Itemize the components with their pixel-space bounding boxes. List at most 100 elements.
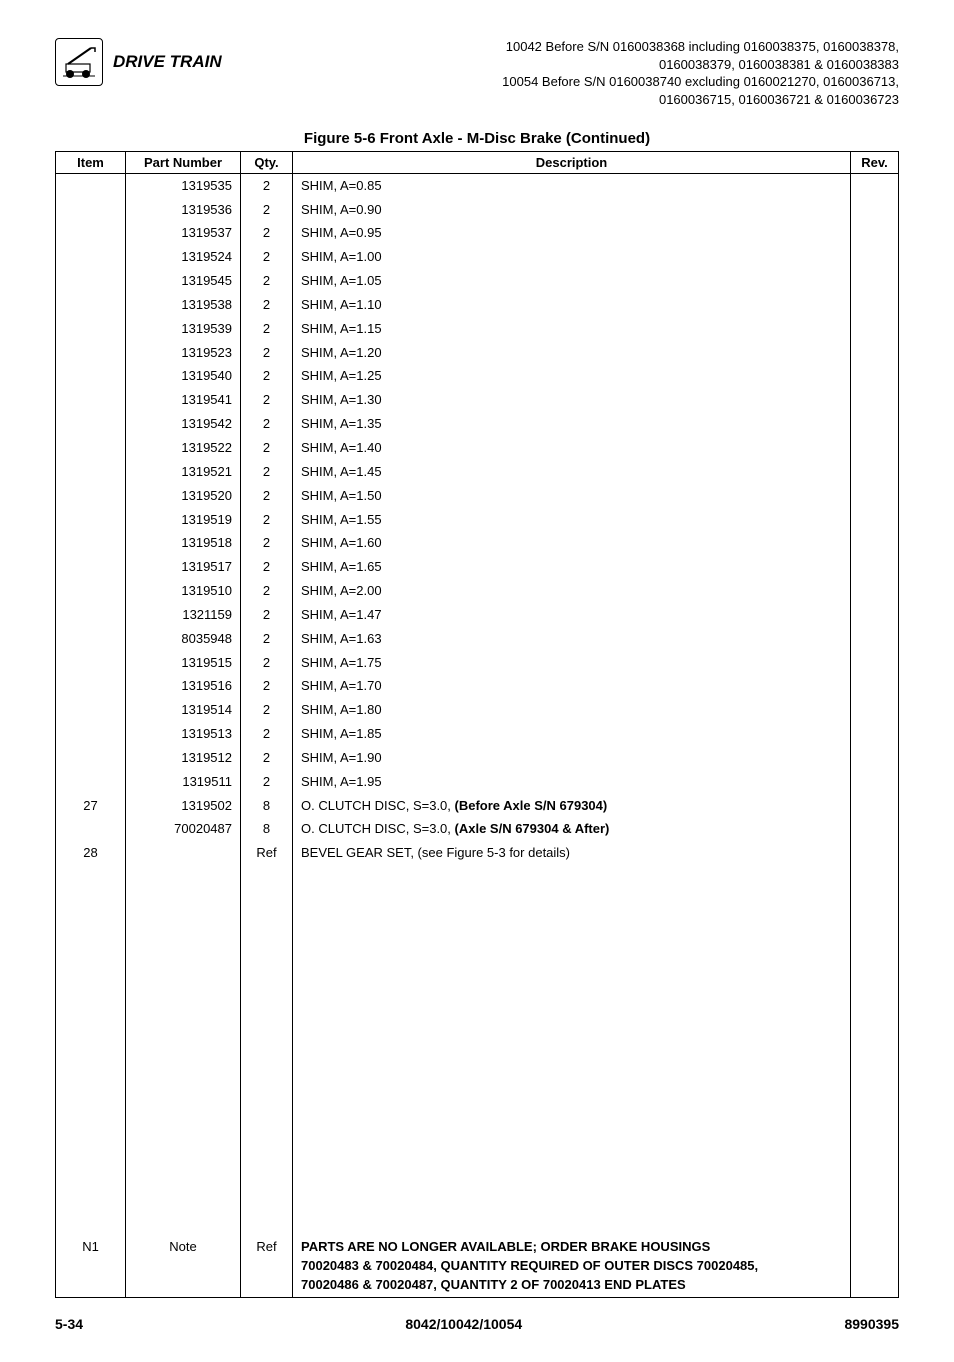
cell-part-number: 1319517 <box>126 556 241 580</box>
cell-item <box>56 532 126 556</box>
table-row: 13195232SHIM, A=1.20 <box>56 341 899 365</box>
figure-title: Figure 5-6 Front Axle - M-Disc Brake (Co… <box>55 130 899 147</box>
header-model-notes: 10042 Before S/N 0160038368 including 01… <box>502 38 899 108</box>
cell-item <box>56 556 126 580</box>
cell-description: SHIM, A=1.55 <box>293 508 851 532</box>
cell-part-number: 70020487 <box>126 818 241 842</box>
col-desc-header: Description <box>293 152 851 174</box>
header-note-line: 10042 Before S/N 0160038368 including 01… <box>502 38 899 56</box>
cell-rev <box>851 675 899 699</box>
col-qty-header: Qty. <box>241 152 293 174</box>
cell-item <box>56 436 126 460</box>
cell-rev <box>851 818 899 842</box>
cell-qty: 2 <box>241 770 293 794</box>
cell-rev <box>851 699 899 723</box>
cell-qty: 2 <box>241 460 293 484</box>
col-part-header: Part Number <box>126 152 241 174</box>
cell-rev <box>851 603 899 627</box>
cell-part-number: 1319536 <box>126 198 241 222</box>
cell-rev <box>851 317 899 341</box>
table-row: 13195222SHIM, A=1.40 <box>56 436 899 460</box>
table-row: 13195422SHIM, A=1.35 <box>56 413 899 437</box>
cell-description: SHIM, A=1.20 <box>293 341 851 365</box>
cell-part-number: Note <box>126 1236 241 1298</box>
cell-qty: 2 <box>241 508 293 532</box>
cell-part-number: 1319541 <box>126 389 241 413</box>
cell-qty: 2 <box>241 675 293 699</box>
cell-rev <box>851 174 899 198</box>
cell-part-number: 1319545 <box>126 270 241 294</box>
cell-rev <box>851 651 899 675</box>
cell-rev <box>851 556 899 580</box>
cell-rev <box>851 842 899 866</box>
cell-part-number: 1319513 <box>126 723 241 747</box>
cell-description: SHIM, A=1.35 <box>293 413 851 437</box>
cell-qty: 2 <box>241 699 293 723</box>
table-row: 28RefBEVEL GEAR SET, (see Figure 5-3 for… <box>56 842 899 866</box>
cell-qty: 2 <box>241 627 293 651</box>
cell-part-number: 1319522 <box>126 436 241 460</box>
cell-description: SHIM, A=1.70 <box>293 675 851 699</box>
cell-part-number: 1319515 <box>126 651 241 675</box>
cell-part-number: 1319521 <box>126 460 241 484</box>
table-row: 700204878O. CLUTCH DISC, S=3.0, (Axle S/… <box>56 818 899 842</box>
cell-part-number: 1319542 <box>126 413 241 437</box>
cell-description: SHIM, A=1.60 <box>293 532 851 556</box>
footer-doc-number: 8990395 <box>844 1316 899 1332</box>
table-row: 80359482SHIM, A=1.63 <box>56 627 899 651</box>
cell-item <box>56 246 126 270</box>
table-row: 13195362SHIM, A=0.90 <box>56 198 899 222</box>
cell-part-number: 1319535 <box>126 174 241 198</box>
cell-qty: 8 <box>241 794 293 818</box>
cell-description: O. CLUTCH DISC, S=3.0, (Before Axle S/N … <box>293 794 851 818</box>
cell-qty: 2 <box>241 532 293 556</box>
cell-description: BEVEL GEAR SET, (see Figure 5-3 for deta… <box>293 842 851 866</box>
cell-part-number: 1319524 <box>126 246 241 270</box>
cell-description: SHIM, A=0.85 <box>293 174 851 198</box>
cell-part-number: 1319523 <box>126 341 241 365</box>
cell-qty: 2 <box>241 651 293 675</box>
section-title: DRIVE TRAIN <box>113 52 222 72</box>
cell-item <box>56 699 126 723</box>
cell-rev <box>851 198 899 222</box>
cell-rev <box>851 1236 899 1298</box>
cell-description: SHIM, A=1.10 <box>293 293 851 317</box>
table-row: 13195242SHIM, A=1.00 <box>56 246 899 270</box>
cell-description: O. CLUTCH DISC, S=3.0, (Axle S/N 679304 … <box>293 818 851 842</box>
table-row: 13195112SHIM, A=1.95 <box>56 770 899 794</box>
cell-description: PARTS ARE NO LONGER AVAILABLE; ORDER BRA… <box>293 1236 851 1298</box>
cell-description: SHIM, A=1.80 <box>293 699 851 723</box>
cell-description: SHIM, A=1.90 <box>293 746 851 770</box>
table-row: 13195132SHIM, A=1.85 <box>56 723 899 747</box>
cell-qty: 8 <box>241 818 293 842</box>
cell-part-number: 1319540 <box>126 365 241 389</box>
table-row: 13195102SHIM, A=2.00 <box>56 580 899 604</box>
cell-rev <box>851 389 899 413</box>
cell-rev <box>851 484 899 508</box>
cell-item <box>56 651 126 675</box>
cell-part-number: 1319539 <box>126 317 241 341</box>
cell-rev <box>851 460 899 484</box>
cell-part-number: 1319514 <box>126 699 241 723</box>
filler-cell <box>851 866 899 1236</box>
cell-qty: 2 <box>241 198 293 222</box>
cell-rev <box>851 794 899 818</box>
cell-item <box>56 603 126 627</box>
filler-cell <box>241 866 293 1236</box>
table-row: 2713195028O. CLUTCH DISC, S=3.0, (Before… <box>56 794 899 818</box>
filler-cell <box>293 866 851 1236</box>
table-row: 13195372SHIM, A=0.95 <box>56 222 899 246</box>
header-left: DRIVE TRAIN <box>55 38 222 86</box>
cell-description: SHIM, A=1.00 <box>293 246 851 270</box>
cell-rev <box>851 508 899 532</box>
header-note-line: 0160038379, 0160038381 & 0160038383 <box>502 56 899 74</box>
cell-part-number: 1319510 <box>126 580 241 604</box>
table-row: 13195402SHIM, A=1.25 <box>56 365 899 389</box>
cell-part-number <box>126 842 241 866</box>
cell-rev <box>851 770 899 794</box>
cell-part-number: 1319516 <box>126 675 241 699</box>
cell-qty: 2 <box>241 222 293 246</box>
cell-qty: 2 <box>241 484 293 508</box>
cell-rev <box>851 341 899 365</box>
filler-cell <box>56 866 126 1236</box>
